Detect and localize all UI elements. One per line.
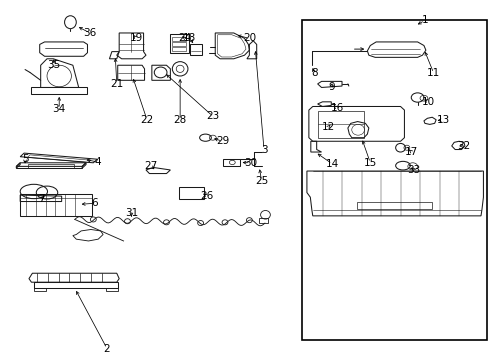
Bar — [20, 194, 92, 216]
Bar — [222, 159, 239, 166]
Bar — [356, 202, 431, 209]
Text: 15: 15 — [363, 158, 376, 168]
Text: 17: 17 — [404, 147, 418, 157]
Text: 31: 31 — [124, 208, 138, 218]
Bar — [189, 44, 202, 55]
Text: 16: 16 — [330, 103, 343, 113]
Text: 13: 13 — [436, 115, 449, 125]
Text: 36: 36 — [83, 28, 96, 38]
Text: 19: 19 — [129, 33, 142, 43]
Bar — [105, 288, 118, 291]
Text: 9: 9 — [327, 82, 334, 93]
Bar — [172, 37, 185, 41]
Text: 6: 6 — [91, 198, 98, 208]
Text: 20: 20 — [243, 33, 255, 43]
Text: 5: 5 — [22, 154, 28, 164]
Text: 3: 3 — [260, 144, 267, 154]
Text: 33: 33 — [407, 165, 420, 175]
Text: 26: 26 — [200, 191, 213, 201]
Text: 7: 7 — [38, 194, 44, 204]
Text: 30: 30 — [244, 158, 257, 168]
Bar — [259, 219, 267, 223]
Bar — [170, 34, 188, 53]
Text: 21: 21 — [110, 79, 123, 89]
Text: 28: 28 — [173, 115, 186, 125]
Bar — [34, 282, 118, 288]
Text: 25: 25 — [254, 176, 267, 186]
Bar — [34, 288, 46, 291]
Text: 4: 4 — [95, 157, 102, 167]
Text: 24: 24 — [178, 33, 191, 43]
Bar — [302, 21, 487, 339]
Bar — [178, 187, 203, 199]
Text: 27: 27 — [144, 161, 157, 171]
Text: 14: 14 — [325, 159, 338, 169]
Text: 8: 8 — [310, 68, 317, 78]
Text: 1: 1 — [421, 15, 427, 26]
Bar — [172, 42, 185, 46]
Text: 18: 18 — [183, 33, 196, 43]
Text: 10: 10 — [422, 97, 434, 107]
Text: 29: 29 — [216, 136, 229, 146]
Text: 2: 2 — [103, 343, 110, 354]
Text: 34: 34 — [53, 104, 66, 114]
Text: 22: 22 — [140, 115, 153, 125]
Bar — [172, 47, 185, 51]
Bar — [27, 164, 74, 168]
Text: 23: 23 — [206, 111, 219, 121]
Text: 35: 35 — [47, 60, 60, 70]
Text: 12: 12 — [321, 122, 334, 132]
Bar — [317, 111, 363, 138]
Text: 11: 11 — [426, 68, 439, 78]
Text: 32: 32 — [456, 141, 469, 151]
